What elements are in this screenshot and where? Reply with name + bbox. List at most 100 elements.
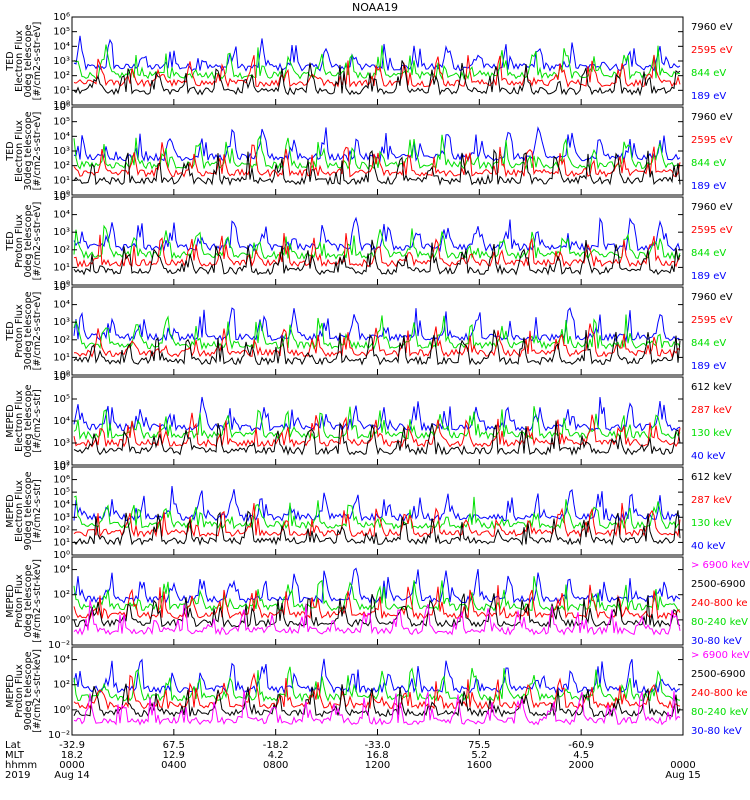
legend-entry: 189 eV xyxy=(691,91,726,102)
series-trace-6-2 xyxy=(73,502,681,538)
legend-entry: 844 eV xyxy=(691,158,726,169)
y-tick-label: 10² xyxy=(53,590,70,601)
y-tick-label: 10⁴ xyxy=(53,500,70,511)
y-tick-label: 10² xyxy=(53,335,70,346)
y-tick-label: 10³ xyxy=(53,56,70,67)
series-trace-7-3 xyxy=(73,584,681,620)
y-tick-label: 10² xyxy=(53,245,70,256)
x-tick-label: 16.8 xyxy=(366,750,388,761)
y-axis-label: MEPEDProton Flux0deg telescope[#/cm2-s-s… xyxy=(5,559,43,643)
y-axis-label: TEDProton Flux30deg telescope[#/cm2-s-st… xyxy=(5,291,43,370)
x-tick-label: 5.2 xyxy=(471,750,487,761)
y-tick-label: 10⁵ xyxy=(53,27,70,38)
legend-entry: 612 keV xyxy=(691,382,732,393)
y-tick-label: 10⁶ xyxy=(53,475,70,486)
panel-8: 10⁻² 10⁰ 10² 10⁴ MEPEDProton Flux90deg teles… xyxy=(5,646,750,741)
legend-entry: 30-80 keV xyxy=(691,726,742,737)
series-trace-8-1 xyxy=(73,690,681,726)
legend-entry: 2500-6900 xyxy=(691,579,746,590)
x-tick-label: 1200 xyxy=(365,760,390,771)
series-trace-3-2 xyxy=(73,232,681,269)
legend-entry: 612 keV xyxy=(691,472,732,483)
x-tick-label: 0000 xyxy=(59,760,84,771)
y-tick-label: 10⁴ xyxy=(53,655,70,666)
series-trace-2-1 xyxy=(73,148,681,186)
legend-entry: 189 eV xyxy=(691,361,726,372)
x-tick-label: -33.0 xyxy=(365,740,391,751)
series-trace-2-2 xyxy=(73,142,681,178)
x-tick-label: 0000 xyxy=(670,760,695,771)
y-tick-label: 10¹ xyxy=(53,352,70,363)
legend-entry: 130 keV xyxy=(691,428,732,439)
y-tick-label: 10⁰ xyxy=(53,705,70,716)
series-trace-8-5 xyxy=(73,658,681,695)
y-tick-label: 10⁵ xyxy=(53,117,70,128)
y-tick-label: 10³ xyxy=(53,146,70,157)
x-tick-label: 75.5 xyxy=(468,740,490,751)
y-axis-label: TEDElectron Flux30deg telescope[#/cm2-s-… xyxy=(5,111,43,190)
series-trace-4-2 xyxy=(73,323,681,359)
legend-entry: > 6900 keV xyxy=(691,650,750,661)
y-tick-label: 10⁴ xyxy=(53,41,70,52)
legend-entry: 40 keV xyxy=(691,451,725,462)
legend-entry: 2595 eV xyxy=(691,135,733,146)
legend-entry: 7960 eV xyxy=(691,112,733,123)
panel-1-traces xyxy=(73,35,681,97)
legend-entry: 2595 eV xyxy=(691,45,733,56)
legend-entry: > 6900 keV xyxy=(691,560,750,571)
x-tick-label: 4.5 xyxy=(573,750,589,761)
legend-entry: 287 keV xyxy=(691,495,732,506)
y-tick-label: 10⁴ xyxy=(53,416,70,427)
y-axis-label: TEDElectron Flux0deg telescope[#/cm2-s-s… xyxy=(5,22,43,101)
y-tick-label: 10² xyxy=(53,460,70,471)
panel-4-traces xyxy=(73,307,681,366)
panel-5-traces xyxy=(73,396,681,456)
y-tick-label: 10⁰ xyxy=(53,615,70,626)
x-tick-label: 0400 xyxy=(161,760,186,771)
legend-entry: 2500-6900 xyxy=(691,669,746,680)
panel-8-traces xyxy=(73,658,681,726)
series-trace-1-1 xyxy=(73,60,681,97)
panel-4: 10⁰ 10¹ 10² 10³ 10⁴ 10⁵ TEDProton Flux30deg te… xyxy=(5,282,733,381)
legend-entry: 2595 eV xyxy=(691,315,733,326)
x-tick-label: 18.2 xyxy=(61,750,83,761)
y-tick-label: 10⁶ xyxy=(53,372,70,383)
x-tick-label: -18.2 xyxy=(263,740,289,751)
y-tick-label: 10⁵ xyxy=(53,394,70,405)
series-trace-2-3 xyxy=(73,134,681,171)
x-row-label: hhmm xyxy=(5,760,37,771)
legend-entry: 30-80 keV xyxy=(691,636,742,647)
panel-legend: 7960 eV 2595 eV 844 eV 189 eV xyxy=(691,112,733,192)
y-tick-label: 10¹ xyxy=(53,85,70,96)
series-trace-1-2 xyxy=(73,54,681,88)
legend-entry: 80-240 keV xyxy=(691,707,748,718)
legend-entry: 844 eV xyxy=(691,338,726,349)
y-tick-label: 10⁰ xyxy=(53,190,70,201)
x-row-label: 2019 xyxy=(5,770,30,781)
y-tick-label: 10⁴ xyxy=(53,300,70,311)
panel-1: 10⁰ 10¹ 10² 10³ 10⁴ 10⁵ 10⁶ TEDElectron Flux0de… xyxy=(5,12,733,111)
y-tick-label: 10¹ xyxy=(53,262,70,273)
y-tick-label: 10² xyxy=(53,161,70,172)
y-tick-label: 10⁶ xyxy=(53,102,70,113)
series-trace-8-2 xyxy=(73,683,681,718)
series-trace-5-2 xyxy=(73,412,681,448)
x-tick-label: Aug 14 xyxy=(54,770,89,781)
y-tick-label: 10⁵ xyxy=(53,192,70,203)
y-tick-label: 10³ xyxy=(53,438,70,449)
series-trace-4-3 xyxy=(73,314,681,351)
y-axis-label: MEPEDElectron Flux90deg telescope[#/cm2-… xyxy=(5,471,43,550)
series-trace-7-1 xyxy=(73,600,681,636)
x-tick-label: 0800 xyxy=(263,760,288,771)
x-tick-label: 12.9 xyxy=(163,750,185,761)
series-trace-3-3 xyxy=(73,224,681,260)
y-tick-label: 10⁻² xyxy=(48,640,70,651)
y-tick-label: 10⁴ xyxy=(53,210,70,221)
x-row-label: Lat xyxy=(5,740,21,751)
panel-6-traces xyxy=(73,486,681,547)
series-trace-4-1 xyxy=(73,329,681,366)
legend-entry: 7960 eV xyxy=(691,202,733,213)
panel-3: 10⁰ 10¹ 10² 10³ 10⁴ 10⁵ TEDProton Flux0deg tel… xyxy=(5,192,733,291)
